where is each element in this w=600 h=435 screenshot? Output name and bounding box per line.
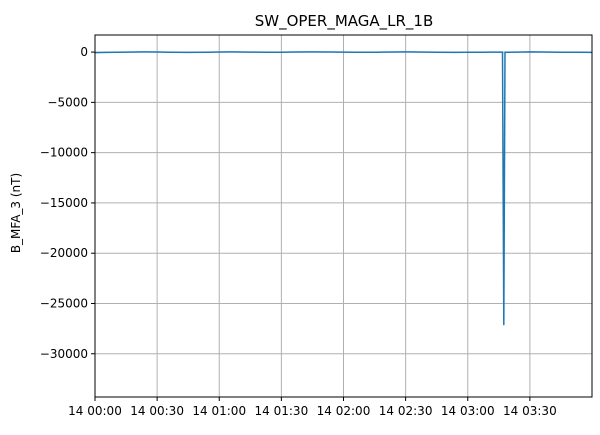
- series-layer: [94, 51, 593, 326]
- y-tick-label: 0: [80, 45, 88, 59]
- axis-ticks: 14 00:00 14 00:30 14 01:00 14 01:30 14 02:00…: [40, 45, 557, 418]
- x-tick-label: 14 00:00: [68, 404, 122, 418]
- y-tick-label: −30000: [40, 347, 88, 361]
- y-axis-label: B_MFA_3 (nT): [9, 173, 23, 253]
- x-tick-label: 14 02:00: [317, 404, 371, 418]
- x-tick-label: 14 03:30: [503, 404, 557, 418]
- chart-title: SW_OPER_MAGA_LR_1B: [255, 12, 434, 31]
- grid-lines: [94, 35, 592, 397]
- y-tick-label: −20000: [40, 246, 88, 260]
- x-tick-label: 14 03:00: [441, 404, 495, 418]
- x-tick-label: 14 02:30: [379, 404, 433, 418]
- y-tick-label: −25000: [40, 296, 88, 310]
- y-tick-label: −15000: [40, 196, 88, 210]
- series-line: [94, 51, 593, 326]
- x-tick-label: 14 01:00: [192, 404, 246, 418]
- y-tick-label: −10000: [40, 146, 88, 160]
- x-tick-label: 14 00:30: [130, 404, 184, 418]
- y-tick-label: −5000: [47, 95, 88, 109]
- x-tick-label: 14 01:30: [255, 404, 309, 418]
